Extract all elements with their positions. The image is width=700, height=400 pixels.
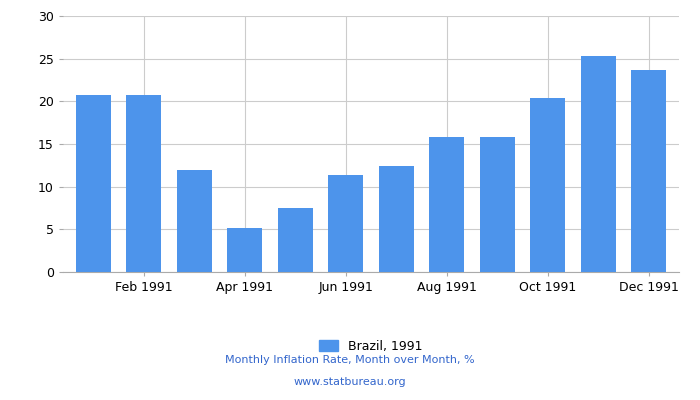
Bar	[176, 170, 212, 272]
Bar	[76, 94, 111, 272]
Bar	[631, 70, 666, 272]
Bar	[379, 166, 414, 272]
Bar	[328, 175, 363, 272]
Bar	[126, 94, 162, 272]
Text: www.statbureau.org: www.statbureau.org	[294, 377, 406, 387]
Bar	[480, 137, 515, 272]
Bar	[580, 56, 616, 272]
Bar	[278, 208, 313, 272]
Bar	[227, 228, 262, 272]
Bar	[429, 137, 464, 272]
Legend: Brazil, 1991: Brazil, 1991	[314, 334, 428, 358]
Bar	[530, 98, 566, 272]
Text: Monthly Inflation Rate, Month over Month, %: Monthly Inflation Rate, Month over Month…	[225, 355, 475, 365]
